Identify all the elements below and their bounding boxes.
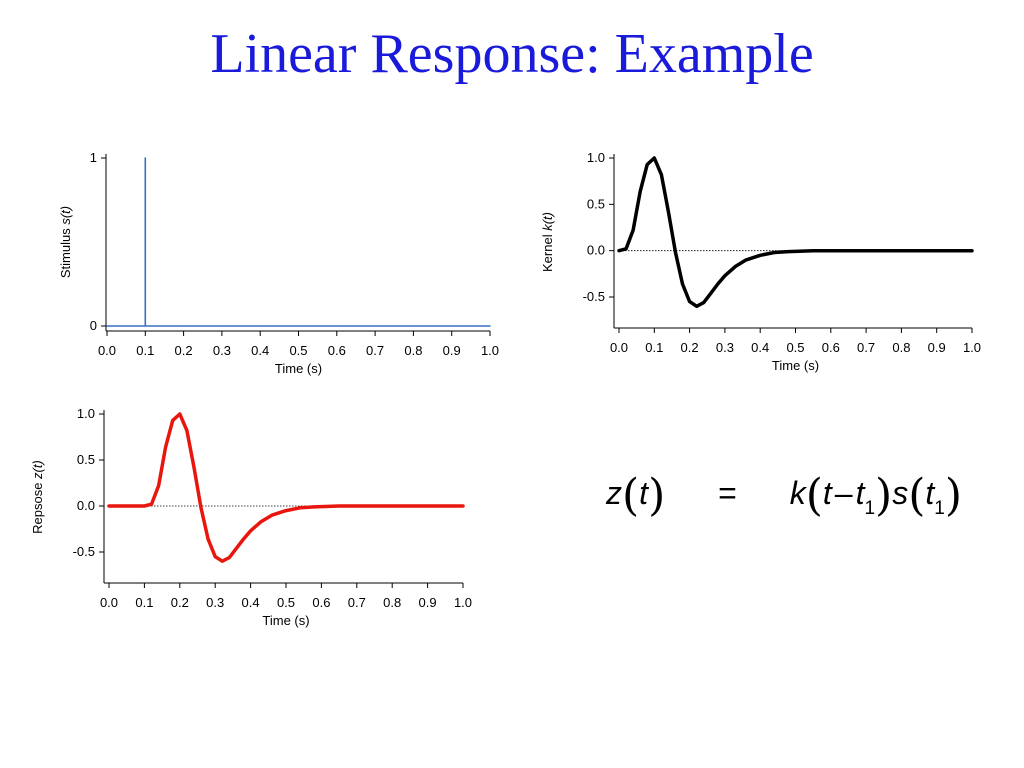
- x-tick-label: 0.8: [404, 343, 422, 358]
- x-tick-label: 0.4: [751, 340, 769, 355]
- slide-title: Linear Response: Example: [210, 23, 814, 85]
- x-tick-label: 0.3: [716, 340, 734, 355]
- x-tick-label: 0.1: [136, 343, 154, 358]
- x-tick-label: 0.9: [419, 595, 437, 610]
- x-tick-label: 0.5: [277, 595, 295, 610]
- x-tick-label: 0.6: [822, 340, 840, 355]
- x-tick-label: 0.2: [175, 343, 193, 358]
- formula-s: s: [892, 475, 909, 511]
- x-axis-label: Time (s): [275, 361, 322, 376]
- x-tick-label: 1.0: [481, 343, 499, 358]
- formula-k: k: [789, 475, 806, 511]
- x-tick-label: 0.7: [366, 343, 384, 358]
- x-tick-label: 1.0: [454, 595, 472, 610]
- x-tick-label: 0.6: [312, 595, 330, 610]
- x-tick-label: 0.0: [98, 343, 116, 358]
- x-tick-label: 0.2: [171, 595, 189, 610]
- y-tick-label: 0.0: [587, 243, 605, 258]
- y-tick-label: 0: [90, 318, 97, 333]
- formula-minus: –: [834, 475, 853, 511]
- y-axis-label: Stimulus s(t): [58, 206, 73, 278]
- y-axis-label: Repsose z(t): [30, 460, 45, 534]
- y-tick-label: -0.5: [583, 289, 605, 304]
- x-tick-label: 0.0: [100, 595, 118, 610]
- formula-k-sub: 1: [864, 498, 876, 519]
- x-tick-label: 0.3: [213, 343, 231, 358]
- x-tick-label: 0.5: [786, 340, 804, 355]
- x-tick-label: 0.6: [328, 343, 346, 358]
- x-tick-label: 0.8: [383, 595, 401, 610]
- y-tick-label: 1: [90, 150, 97, 165]
- x-tick-label: 0.1: [135, 595, 153, 610]
- x-tick-label: 0.7: [857, 340, 875, 355]
- series-line: [106, 157, 491, 327]
- formula-equals: =: [718, 475, 737, 511]
- y-tick-label: -0.5: [73, 544, 95, 559]
- x-tick-label: 0.3: [206, 595, 224, 610]
- y-tick-label: 1.0: [77, 406, 95, 421]
- formula-k-arg-t1: t: [855, 475, 865, 511]
- formula-s-sub: 1: [934, 498, 945, 519]
- x-tick-label: 0.2: [681, 340, 699, 355]
- y-axis-label: Kernel k(t): [540, 212, 555, 272]
- series-line: [617, 156, 974, 309]
- x-axis-label: Time (s): [772, 358, 819, 373]
- y-tick-label: 1.0: [587, 150, 605, 165]
- formula-z-arg: t: [639, 475, 649, 511]
- formula-k-arg-t: t: [822, 475, 832, 511]
- x-tick-label: 0.8: [892, 340, 910, 355]
- y-tick-label: 0.5: [587, 196, 605, 211]
- x-tick-label: 1.0: [963, 340, 981, 355]
- x-tick-label: 0.9: [928, 340, 946, 355]
- x-tick-label: 0.1: [645, 340, 663, 355]
- x-axis-label: Time (s): [262, 613, 309, 628]
- x-tick-label: 0.4: [242, 595, 260, 610]
- series-line: [107, 412, 465, 563]
- x-tick-label: 0.5: [289, 343, 307, 358]
- x-tick-label: 0.7: [348, 595, 366, 610]
- y-tick-label: 0.0: [77, 498, 95, 513]
- formula-s-arg-t1: t: [925, 475, 935, 511]
- formula-z: z: [606, 475, 622, 511]
- x-tick-label: 0.9: [443, 343, 461, 358]
- x-tick-label: 0.0: [610, 340, 628, 355]
- x-tick-label: 0.4: [251, 343, 269, 358]
- convolution-formula: z(t) = k(t–t1)s(t1): [606, 470, 963, 521]
- y-tick-label: 0.5: [77, 452, 95, 467]
